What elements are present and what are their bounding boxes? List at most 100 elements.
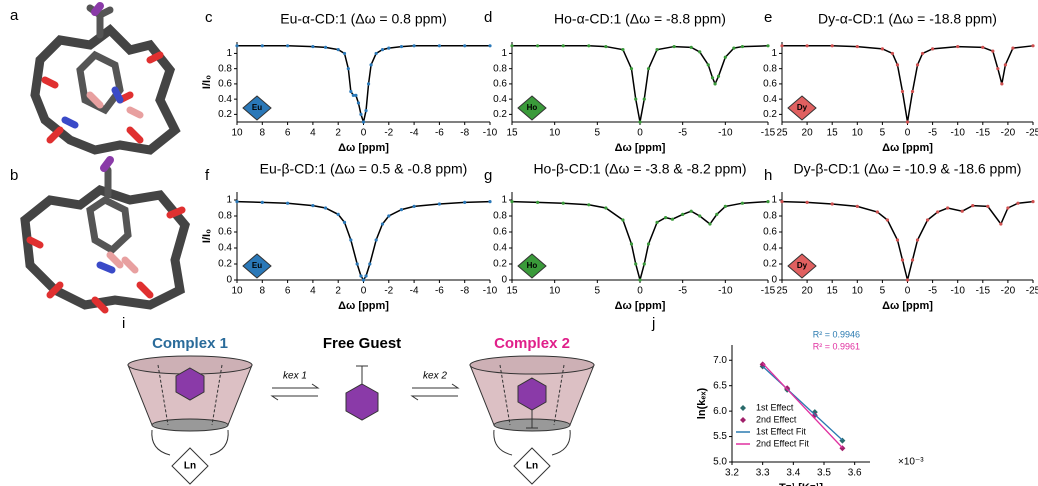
data-point — [261, 44, 264, 47]
data-point — [604, 206, 607, 209]
legend-label: 1st Effect Fit — [756, 426, 806, 436]
data-point — [886, 218, 889, 221]
data-point — [643, 98, 646, 101]
x-tick-label: 4 — [310, 286, 316, 297]
x-axis-label: Δω [ppm] — [615, 300, 666, 312]
annotation: R² = 0.9961 — [813, 341, 860, 351]
complex-1-label: Complex 1 — [152, 335, 228, 352]
fit-line — [512, 46, 768, 122]
data-point — [690, 210, 693, 213]
y-tick-label: 0.2 — [218, 109, 232, 120]
data-point — [766, 200, 769, 203]
x-tick-label: -15 — [976, 128, 991, 139]
x-tick-label: 10 — [549, 286, 561, 297]
x-axis-label: Δω [ppm] — [615, 142, 666, 154]
data-point — [971, 204, 974, 207]
fit-line — [237, 202, 490, 280]
x-tick-label: 0 — [905, 286, 911, 297]
panel-label: d — [484, 9, 492, 26]
data-point — [368, 262, 371, 265]
data-point — [916, 63, 919, 66]
data-point — [1006, 206, 1009, 209]
x-exponent: ×10⁻³ — [898, 457, 924, 468]
badge-label: Eu — [252, 103, 262, 112]
data-point — [488, 200, 491, 203]
x-tick-label: 3.4 — [786, 468, 800, 479]
data-point — [311, 45, 314, 48]
y-tick-label: 0.8 — [763, 63, 777, 74]
data-point — [711, 76, 714, 79]
data-point — [780, 44, 783, 47]
data-point — [413, 205, 416, 208]
x-tick-label: -15 — [761, 128, 776, 139]
data-point — [891, 52, 894, 55]
x-tick-label: -10 — [950, 128, 965, 139]
data-point — [369, 63, 372, 66]
data-point — [381, 48, 384, 51]
data-point — [630, 242, 633, 245]
data-point — [356, 262, 359, 265]
y-tick-label: 1 — [771, 48, 777, 59]
x-axis-label: Δω [ppm] — [338, 300, 389, 312]
data-point — [343, 221, 346, 224]
legend-label: 2nd Effect — [756, 414, 797, 424]
data-point — [638, 278, 641, 281]
data-point — [896, 238, 899, 241]
x-tick-label: 0 — [637, 286, 643, 297]
x-tick-label: 15 — [827, 286, 839, 297]
x-tick-label: 6 — [285, 128, 291, 139]
data-point — [587, 44, 590, 47]
data-point — [488, 44, 491, 47]
data-point — [1031, 200, 1034, 203]
rate-label: kex 2 — [423, 371, 447, 382]
data-point — [901, 90, 904, 93]
panel-label: b — [10, 167, 18, 184]
data-point — [708, 222, 711, 225]
data-point — [986, 205, 989, 208]
y-tick-label: 0.6 — [763, 79, 777, 90]
x-tick-label: 10 — [852, 286, 864, 297]
x-tick-label: -20 — [1001, 128, 1016, 139]
data-point — [896, 63, 899, 66]
x-tick-label: -4 — [410, 286, 419, 297]
x-tick-label: -8 — [460, 286, 469, 297]
chart-title: Eu-α-CD:1 (Δω = 0.8 ppm) — [280, 11, 446, 27]
panel-label: g — [484, 167, 492, 184]
x-tick-label: 15 — [506, 286, 518, 297]
x-tick-label: 15 — [827, 128, 839, 139]
x-tick-label: -10 — [483, 128, 498, 139]
y-tick-label: 0.4 — [763, 243, 777, 254]
x-tick-label: 4 — [310, 128, 316, 139]
panel-label: a — [10, 7, 19, 24]
x-tick-label: -15 — [761, 286, 776, 297]
data-point — [707, 63, 710, 66]
data-point — [931, 47, 934, 50]
data-point — [354, 94, 357, 97]
data-point — [364, 274, 367, 277]
data-point — [349, 238, 352, 241]
molecule-a — [35, 6, 175, 150]
data-point — [413, 44, 416, 47]
y-tick-label: 0.6 — [493, 227, 507, 238]
data-point — [961, 210, 964, 213]
x-tick-label: 0 — [905, 128, 911, 139]
data-point — [337, 213, 340, 216]
y-tick-label: 0.8 — [493, 211, 507, 222]
y-tick-label: 0 — [771, 275, 777, 286]
x-axis-label: T⁻¹ [K⁻¹] — [779, 482, 823, 486]
data-point — [562, 44, 565, 47]
data-point — [463, 44, 466, 47]
y-tick-label: 0.2 — [493, 259, 507, 270]
badge-label: Dy — [797, 261, 808, 270]
y-tick-label: 0.2 — [218, 259, 232, 270]
data-point — [1004, 63, 1007, 66]
data-point — [713, 82, 716, 85]
x-tick-label: 5 — [880, 286, 886, 297]
y-tick-label: 0.2 — [493, 109, 507, 120]
data-point — [780, 200, 783, 203]
y-tick-label: 1 — [501, 195, 507, 206]
data-point — [587, 203, 590, 206]
metal-label: Ln — [526, 461, 538, 472]
data-point — [991, 50, 994, 53]
free-guest-label: Free Guest — [323, 335, 401, 352]
